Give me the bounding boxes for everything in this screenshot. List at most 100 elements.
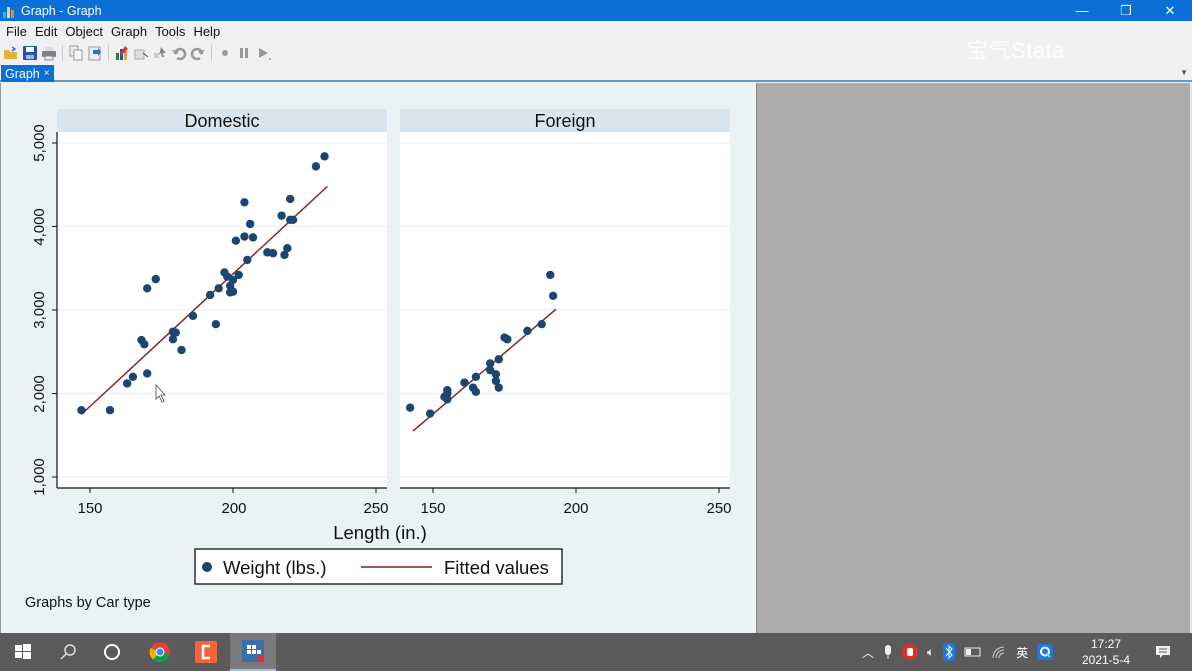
data-point xyxy=(277,211,286,220)
data-point xyxy=(228,287,238,296)
y-tick-4000: 4,000 xyxy=(31,208,48,246)
scatter-points-domestic xyxy=(77,152,329,415)
window-title: Graph - Graph xyxy=(21,3,102,18)
data-point xyxy=(491,370,501,379)
microphone-icon[interactable] xyxy=(883,644,893,660)
data-point xyxy=(523,326,532,336)
pause-icon[interactable] xyxy=(236,45,252,61)
data-point xyxy=(168,335,178,344)
graph-editor-icon[interactable] xyxy=(114,45,130,61)
save-icon[interactable] xyxy=(22,45,38,61)
stata-graph-icon xyxy=(3,4,17,18)
print-icon[interactable] xyxy=(41,45,57,61)
legend-dot-icon xyxy=(202,562,212,572)
security-icon[interactable] xyxy=(902,644,919,660)
menu-bar: File Edit Object Graph Tools Help xyxy=(0,21,1192,42)
open-icon[interactable] xyxy=(3,45,19,61)
data-point xyxy=(248,233,258,242)
scatter-chart: Domestic Foreign 1,000 2,000 3,000 4,000… xyxy=(25,109,732,611)
camtasia-icon[interactable] xyxy=(183,633,229,671)
toolbar xyxy=(0,42,1192,64)
data-point xyxy=(122,379,132,388)
data-point xyxy=(211,319,221,329)
data-point xyxy=(151,274,160,284)
gridlines xyxy=(400,142,730,478)
ime-icon[interactable]: 英 xyxy=(1016,645,1029,660)
wifi-icon[interactable] xyxy=(991,645,1007,659)
redo-icon[interactable] xyxy=(190,45,206,61)
app-q-icon[interactable] xyxy=(1037,644,1054,660)
restore-button[interactable]: ❐ xyxy=(1120,2,1132,18)
close-button[interactable]: ✕ xyxy=(1164,2,1176,18)
scatter-points-foreign xyxy=(405,270,558,418)
data-point xyxy=(537,319,546,329)
x-tick-200-foreign: 200 xyxy=(563,500,588,517)
record-icon[interactable] xyxy=(217,45,233,61)
tab-graph[interactable]: Graph × xyxy=(1,65,54,82)
x-tick-150-domestic: 150 xyxy=(77,500,102,517)
data-point xyxy=(228,275,238,285)
menu-tools[interactable]: Tools xyxy=(155,24,186,39)
data-point xyxy=(405,403,415,412)
data-point xyxy=(546,270,555,280)
bluetooth-icon[interactable] xyxy=(943,643,956,661)
y-tick-3000: 3,000 xyxy=(31,291,48,329)
taskbar: ︿ 🔈︎ 英 17:27 2021-5-4 xyxy=(0,633,1192,671)
strip-label-domestic: Domestic xyxy=(184,111,259,131)
notifications-icon[interactable] xyxy=(1140,633,1186,671)
data-point xyxy=(443,385,452,395)
stata-icon[interactable] xyxy=(230,633,276,671)
battery-icon[interactable] xyxy=(964,646,982,658)
toolbar-separator xyxy=(108,45,109,61)
menu-help[interactable]: Help xyxy=(193,24,221,39)
cortana-icon[interactable] xyxy=(89,633,135,671)
pointer-icon[interactable] xyxy=(152,45,168,61)
data-point xyxy=(177,345,186,355)
data-point xyxy=(460,378,469,387)
data-point xyxy=(105,406,115,415)
play-icon[interactable] xyxy=(255,45,271,61)
volume-icon[interactable]: 🔈︎ xyxy=(927,644,935,659)
tab-graph-label: Graph xyxy=(5,66,40,81)
object-browser-icon[interactable] xyxy=(133,45,149,61)
clock[interactable]: 17:27 2021-5-4 xyxy=(1070,636,1142,668)
close-tab-icon[interactable]: × xyxy=(43,68,50,79)
data-point xyxy=(320,152,329,161)
chrome-icon[interactable] xyxy=(137,633,183,671)
data-point xyxy=(280,250,289,260)
tab-bar: Graph × ▼ xyxy=(0,64,1192,82)
menu-graph[interactable]: Graph xyxy=(110,24,148,39)
y-tick-5000: 5,000 xyxy=(31,124,48,162)
menu-edit[interactable]: Edit xyxy=(34,24,58,39)
minimize-button[interactable]: — xyxy=(1075,3,1089,18)
mouse-cursor-icon xyxy=(155,383,166,403)
data-point xyxy=(240,198,249,207)
start-icon[interactable] xyxy=(0,633,46,671)
data-point xyxy=(494,383,503,392)
graph-canvas: Domestic Foreign 1,000 2,000 3,000 4,000… xyxy=(0,83,756,633)
menu-file[interactable]: File xyxy=(6,24,27,39)
y-tick-1000: 1,000 xyxy=(31,458,48,496)
undo-icon[interactable] xyxy=(171,45,187,61)
data-point xyxy=(443,395,452,404)
data-point xyxy=(486,359,495,368)
x-tick-250-domestic: 250 xyxy=(363,500,388,517)
copy-to-clipboard-icon[interactable] xyxy=(87,45,103,61)
tab-list-dropdown-icon[interactable]: ▼ xyxy=(1180,68,1188,77)
empty-workspace xyxy=(756,83,1192,633)
x-tick-250-foreign: 250 xyxy=(706,500,731,517)
data-point xyxy=(188,311,198,321)
data-point xyxy=(283,244,292,253)
strip-foreign xyxy=(400,109,730,132)
menu-object[interactable]: Object xyxy=(65,24,103,39)
data-point xyxy=(548,291,558,301)
data-point xyxy=(425,409,435,418)
search-icon[interactable] xyxy=(45,633,91,671)
legend-fitted: Fitted values xyxy=(444,557,549,578)
data-point xyxy=(214,284,223,293)
y-tick-labels: 1,000 2,000 3,000 4,000 5,000 xyxy=(31,124,48,496)
show-hidden-icon[interactable]: ︿ xyxy=(862,645,875,660)
toolbar-separator xyxy=(62,45,63,61)
data-point xyxy=(491,376,501,386)
copy-icon[interactable] xyxy=(68,45,84,61)
